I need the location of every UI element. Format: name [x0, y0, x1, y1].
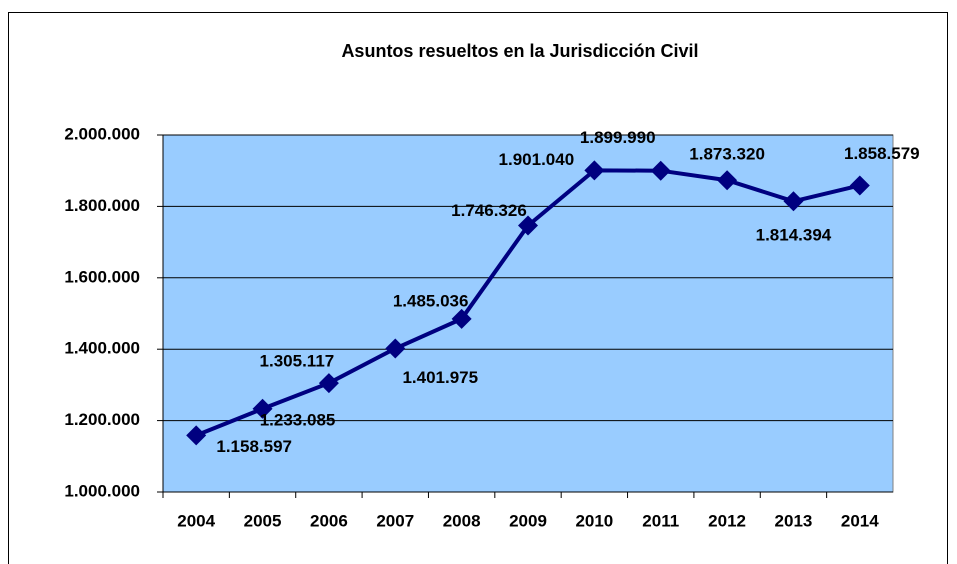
chart-frame — [8, 12, 948, 564]
x-tick-label: 2004 — [177, 511, 215, 530]
marker — [385, 338, 406, 359]
x-tick-label: 2011 — [642, 511, 679, 530]
marker — [451, 308, 472, 329]
x-tick-label: 2010 — [575, 511, 613, 530]
data-label: 1.901.040 — [499, 150, 575, 169]
x-tick-label: 2012 — [708, 511, 746, 530]
y-tick-label: 1.800.000 — [64, 196, 140, 215]
marker — [650, 160, 671, 181]
data-label: 1.814.394 — [756, 226, 832, 245]
y-tick-label: 1.400.000 — [64, 339, 140, 358]
y-tick-label: 2.000.000 — [64, 124, 140, 143]
x-tick-label: 2009 — [509, 511, 547, 530]
x-tick-label: 2005 — [244, 511, 282, 530]
x-tick-label: 2014 — [841, 511, 879, 530]
marker — [186, 425, 207, 446]
data-label: 1.899.990 — [580, 128, 656, 147]
data-label: 1.158.597 — [216, 437, 292, 456]
data-label: 1.858.579 — [844, 144, 920, 163]
marker — [318, 373, 339, 394]
x-tick-label: 2008 — [443, 511, 481, 530]
marker — [584, 160, 605, 181]
chart-title: Asuntos resueltos en la Jurisdicción Civ… — [341, 41, 698, 61]
data-label: 1.305.117 — [260, 352, 335, 371]
data-label: 1.233.085 — [260, 410, 336, 429]
x-tick-label: 2013 — [775, 511, 813, 530]
marker — [518, 215, 538, 236]
marker — [717, 170, 738, 191]
data-label: 1.873.320 — [689, 145, 765, 164]
marker — [252, 398, 273, 419]
data-label: 1.485.036 — [393, 291, 469, 310]
y-tick-label: 1.600.000 — [64, 267, 140, 286]
x-tick-label: 2006 — [310, 511, 348, 530]
marker — [849, 175, 870, 196]
x-tick-label: 2007 — [376, 511, 414, 530]
data-label: 1.746.326 — [451, 201, 527, 220]
marker — [783, 191, 804, 212]
y-tick-label: 1.200.000 — [64, 410, 140, 429]
data-label: 1.401.975 — [402, 368, 478, 387]
y-tick-label: 1.000.000 — [64, 481, 140, 500]
